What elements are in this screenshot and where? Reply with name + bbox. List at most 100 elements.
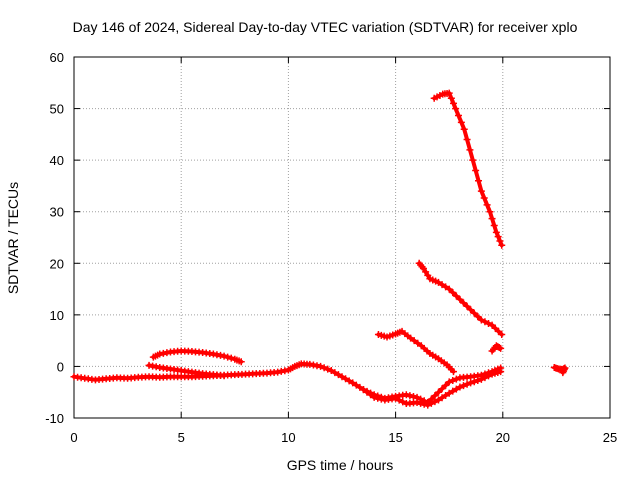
x-tick-label: 15 [388,430,402,445]
data-point [442,381,450,389]
data-point [472,166,480,174]
data-point [442,283,450,291]
data-point [452,105,460,113]
data-point [454,111,462,119]
data-point [427,399,435,407]
data-point [374,394,382,402]
series-lower-branch [359,368,505,409]
y-tick-label: 60 [50,50,64,65]
data-point [442,391,450,399]
data-point [320,364,328,372]
data-point [470,378,478,386]
data-point [459,382,467,390]
data-point [420,400,428,408]
y-tick-label: 0 [57,359,64,374]
data-point [456,295,464,303]
data-point [469,156,477,164]
series-evening-arc [149,347,245,366]
data-point [434,396,442,404]
data-point [498,330,506,338]
series-late-rise [488,342,505,355]
data-point [434,278,442,286]
data-point [456,383,464,391]
data-point [409,393,417,401]
data-point [490,221,498,229]
y-axis-label: SDTVAR / TECUs [5,182,21,294]
data-point [492,228,500,236]
data-point [224,353,232,361]
data-point [406,392,414,400]
y-tick-label: -10 [45,411,64,426]
data-point [338,373,346,381]
y-tick-label: 30 [50,205,64,220]
data-point [449,99,457,107]
data-point [477,316,485,324]
series-evening-arc-lower [145,361,228,380]
data-point [392,394,400,402]
data-point [449,377,457,385]
data-point [414,339,422,347]
data-point [445,389,453,397]
x-axis-label: GPS time / hours [287,457,394,473]
data-point [488,215,496,223]
series-late-cluster [550,363,569,377]
data-point [481,374,489,382]
data-point [459,299,467,307]
data-point [227,354,235,362]
y-axis-ticks: -10 0 10 20 30 40 50 60 [45,50,610,426]
data-point [399,398,407,406]
x-tick-label: 25 [603,430,617,445]
data-point [452,385,460,393]
data-point [417,399,425,407]
data-point [498,241,506,249]
x-tick-label: 5 [178,430,185,445]
data-point [220,372,228,380]
data-point [438,394,446,402]
data-point [407,334,415,342]
data-point [466,146,474,154]
data-point [497,368,505,376]
chart-title: Day 146 of 2024, Sidereal Day-to-day VTE… [73,19,578,35]
data-point [467,306,475,314]
y-tick-label: 20 [50,256,64,271]
data-point [494,233,502,241]
series-trace [417,261,504,337]
data-point [463,136,471,144]
data-point [356,383,364,391]
data-point [447,94,455,102]
data-point [480,194,488,202]
grid-lines [74,57,610,418]
data-point [327,367,335,375]
data-point [220,352,228,360]
data-point [359,386,367,394]
data-point [449,368,457,376]
data-point [363,388,371,396]
data-point [495,344,503,352]
data-point [483,201,491,209]
data-point [486,208,494,216]
data-point [395,396,403,404]
data-point [452,292,460,300]
data-point [370,393,378,401]
data-point [431,398,439,406]
data-point [345,377,353,385]
data-point [477,187,485,195]
series-trace [432,91,504,248]
data-point [434,388,442,396]
data-point [438,281,446,289]
data-point [449,387,457,395]
series-mid-arc [374,327,457,376]
data-point [445,89,453,97]
data-point [457,118,465,126]
y-tick-label: 50 [50,102,64,117]
data-point [352,381,360,389]
data-point [449,289,457,297]
data-point [342,375,350,383]
data-point [496,237,504,245]
data-point [367,391,375,399]
x-tick-label: 10 [281,430,295,445]
data-point [445,378,453,386]
data-point [431,392,439,400]
series-upper-decay [415,259,506,338]
